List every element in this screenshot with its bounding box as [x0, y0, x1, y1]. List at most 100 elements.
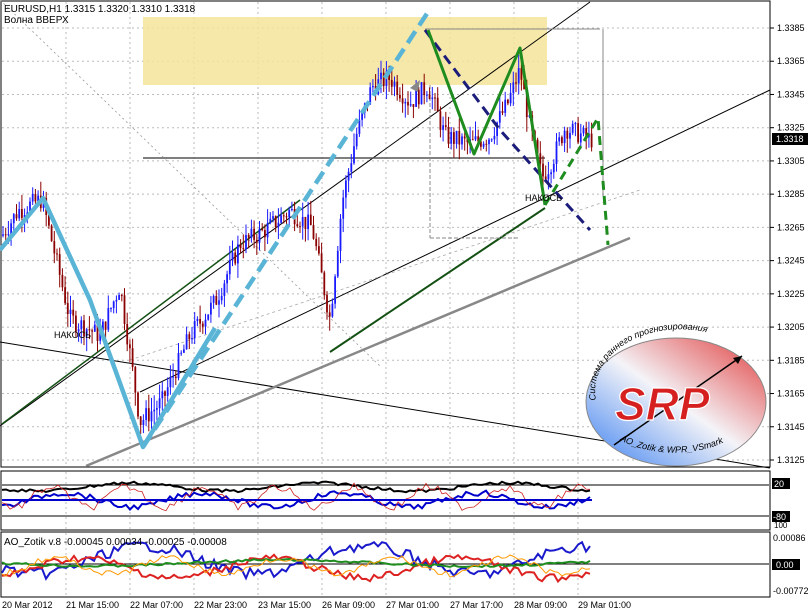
- candle-body: [417, 89, 420, 105]
- time-tick-label: 23 Mar 15:00: [258, 600, 311, 610]
- candle-body: [83, 320, 85, 337]
- candle-body: [282, 215, 285, 217]
- candle-body: [223, 283, 226, 296]
- price-tick-label: 1.3145: [777, 422, 805, 432]
- time-tick-label: 22 Mar 07:00: [130, 600, 183, 610]
- candle-body: [547, 174, 550, 180]
- candle-body: [193, 321, 196, 339]
- candle-body: [12, 214, 15, 224]
- candle-body: [245, 235, 247, 250]
- ind1-tick-top: 20: [774, 479, 784, 489]
- candle-body: [407, 101, 409, 106]
- candle-body: [80, 320, 83, 330]
- candle-body: [523, 79, 525, 90]
- candle-body: [242, 248, 245, 250]
- annotation-nakos-right: НАКОСЬ: [525, 193, 562, 203]
- candle-body: [347, 171, 350, 181]
- price-tick-label: 1.3385: [777, 23, 805, 33]
- time-tick-label: 29 Mar 01:00: [578, 600, 631, 610]
- candle-body: [153, 409, 156, 412]
- candle-body: [207, 314, 210, 320]
- price-tick-label: 1.3325: [777, 123, 805, 133]
- candle-body: [579, 133, 582, 143]
- ind2-green: [1, 557, 591, 569]
- candle-body: [380, 72, 382, 80]
- candle-body: [455, 130, 458, 144]
- price-tick-label: 1.3345: [777, 89, 805, 99]
- wave-blue-dashed: [141, 10, 430, 449]
- candle-body: [261, 228, 264, 231]
- candle-body: [53, 241, 56, 254]
- candle-body: [577, 123, 579, 143]
- candle-body: [64, 287, 66, 304]
- candle-body: [37, 195, 39, 202]
- candle-body: [501, 111, 504, 113]
- candle-body: [142, 419, 145, 426]
- candle-body: [590, 133, 593, 148]
- candle-body: [423, 82, 426, 96]
- candle-body: [458, 130, 461, 145]
- candle-body: [150, 411, 153, 422]
- ind1-tag-top: [772, 478, 790, 489]
- candle-body: [2, 234, 4, 236]
- price-axis: 1.3385 1.3365 1.3345 1.3325 1.3305 1.3285 1.32…: [770, 23, 805, 465]
- candle-body: [544, 176, 547, 180]
- candle-body: [85, 329, 88, 337]
- candle-body: [396, 81, 399, 95]
- candle-body: [277, 222, 280, 227]
- candle-body: [266, 222, 269, 238]
- candle-body: [582, 127, 585, 134]
- candle-body: [493, 135, 496, 140]
- channel-line: [139, 89, 771, 393]
- trend-line-gray: [85, 236, 631, 468]
- candle-body: [431, 97, 434, 99]
- candle-body: [220, 295, 223, 301]
- candle-body: [299, 226, 301, 228]
- candle-body: [450, 132, 453, 144]
- candle-body: [334, 276, 336, 304]
- time-tick-label: 20 Mar 2012: [2, 600, 53, 610]
- candle-body: [272, 216, 274, 219]
- candle-body: [161, 391, 164, 399]
- candle-body: [169, 376, 172, 388]
- candle-body: [201, 323, 204, 327]
- candle-body: [126, 323, 129, 345]
- grid-lines: [2, 2, 769, 596]
- candle-body: [426, 94, 428, 96]
- time-axis: 20 Mar 2012 21 Mar 15:00 22 Mar 07:00 22 Ma…: [2, 600, 631, 610]
- price-tick-label: 1.3165: [777, 389, 805, 399]
- candle-body: [129, 344, 131, 349]
- candle-body: [158, 398, 161, 409]
- price-tick-label: 1.3365: [777, 56, 805, 66]
- candle-body: [18, 208, 21, 219]
- candle-body: [301, 216, 304, 227]
- candle-body: [177, 352, 180, 379]
- candle-body: [145, 408, 147, 420]
- candle-body: [102, 321, 104, 332]
- candle-body: [188, 334, 191, 340]
- candle-body: [318, 246, 320, 254]
- candle-body: [72, 309, 75, 316]
- candle-body: [515, 82, 517, 84]
- candle-body: [372, 85, 374, 88]
- candle-body: [7, 234, 10, 236]
- ind1-blue: [1, 489, 591, 511]
- candle-body: [191, 338, 193, 340]
- candle-body: [234, 252, 237, 264]
- candle-body: [463, 136, 466, 139]
- candle-body: [525, 89, 528, 118]
- candle-body: [274, 216, 277, 227]
- candle-body: [520, 68, 523, 80]
- candle-body: [309, 214, 312, 226]
- candle-body: [255, 239, 258, 243]
- candle-body: [77, 329, 80, 332]
- candle-body: [183, 349, 185, 353]
- candle-body: [21, 208, 23, 218]
- candle-body: [215, 296, 218, 305]
- price-tick-label: 1.3305: [777, 156, 805, 166]
- candle-body: [434, 97, 436, 99]
- candle-body: [226, 274, 228, 284]
- candle-body: [485, 143, 488, 145]
- candle-body: [4, 234, 7, 236]
